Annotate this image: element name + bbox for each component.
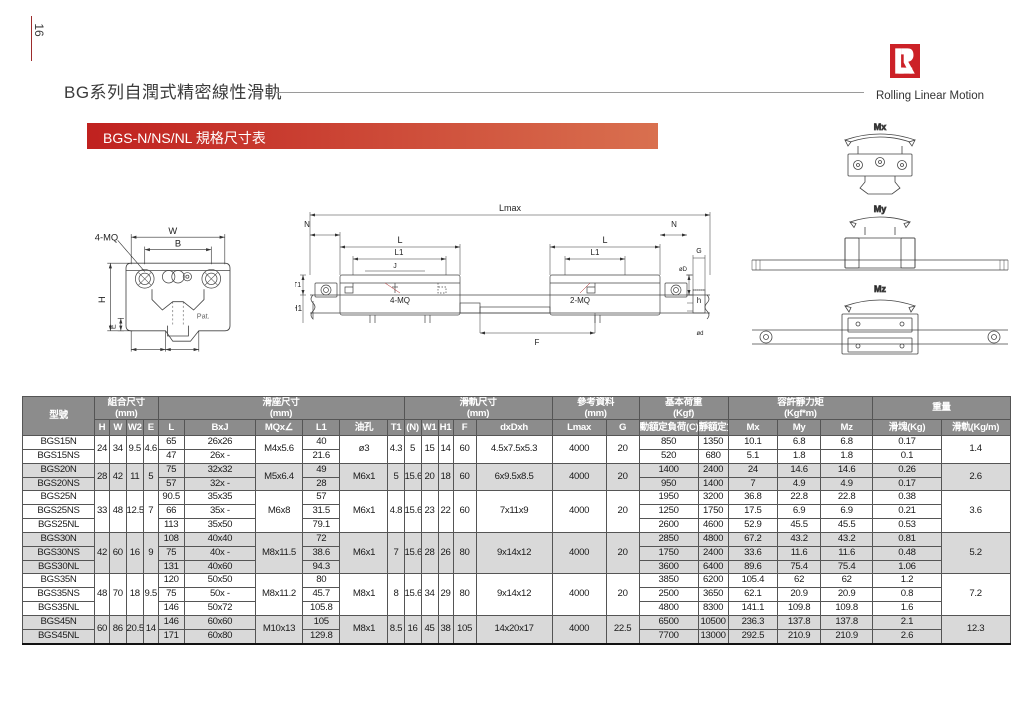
svg-text:L: L bbox=[602, 235, 607, 245]
svg-text:E: E bbox=[109, 324, 118, 329]
svg-text:L1: L1 bbox=[395, 248, 404, 257]
svg-text:H1: H1 bbox=[295, 304, 303, 313]
svg-text:L1: L1 bbox=[591, 248, 600, 257]
svg-text:Mx: Mx bbox=[874, 122, 887, 132]
svg-text:N: N bbox=[671, 220, 677, 229]
svg-text:F: F bbox=[535, 338, 540, 347]
svg-text:Pat.: Pat. bbox=[197, 311, 210, 320]
svg-text:H: H bbox=[97, 296, 107, 303]
svg-text:4-MQ: 4-MQ bbox=[95, 232, 118, 242]
svg-text:T1: T1 bbox=[295, 282, 301, 289]
svg-text:4-MQ: 4-MQ bbox=[390, 296, 410, 305]
svg-text:Mz: Mz bbox=[874, 284, 886, 294]
svg-text:L: L bbox=[397, 235, 402, 245]
svg-text:B: B bbox=[175, 239, 181, 249]
svg-text:G: G bbox=[696, 248, 701, 255]
svg-text:W2: W2 bbox=[141, 354, 155, 355]
svg-text:N: N bbox=[304, 220, 310, 229]
svg-text:ød: ød bbox=[696, 331, 703, 337]
svg-text:W: W bbox=[168, 226, 177, 236]
svg-text:My: My bbox=[874, 204, 887, 214]
svg-text:W1: W1 bbox=[175, 354, 189, 355]
svg-text:Lmax: Lmax bbox=[499, 203, 522, 213]
svg-text:h: h bbox=[697, 296, 701, 305]
svg-text:2-MQ: 2-MQ bbox=[570, 296, 590, 305]
svg-text:øD: øD bbox=[679, 267, 688, 273]
svg-text:J: J bbox=[393, 263, 397, 270]
